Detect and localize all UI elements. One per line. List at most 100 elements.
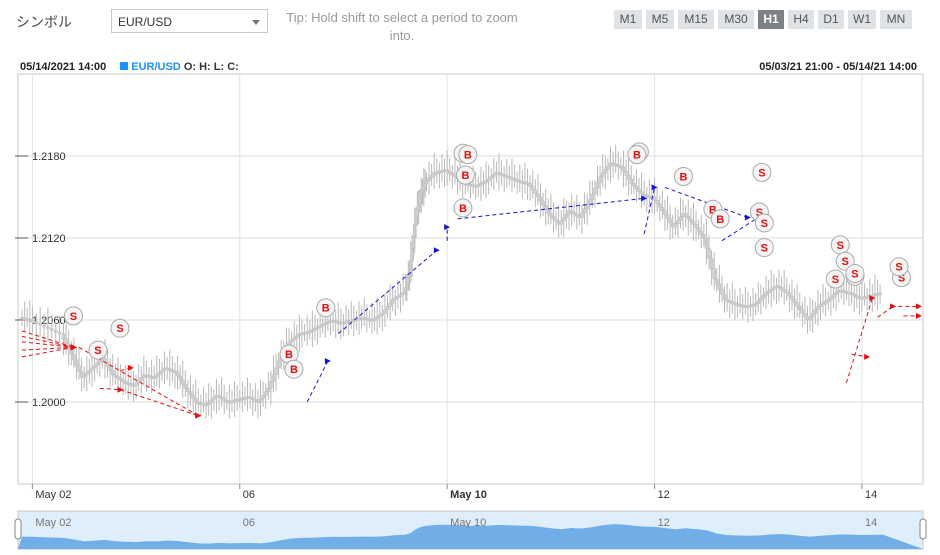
navigator-handle-right[interactable] — [919, 518, 927, 540]
candle — [753, 303, 758, 306]
buy-marker: B — [458, 145, 478, 165]
candle — [484, 180, 488, 183]
buy-trade-line-arrow — [444, 224, 451, 231]
candle — [702, 234, 706, 239]
timeframe-m5[interactable]: M5 — [646, 10, 674, 29]
candle — [219, 396, 224, 400]
marker-label: B — [285, 349, 293, 361]
marker-label: S — [70, 311, 77, 323]
candle — [551, 215, 556, 220]
candle — [678, 216, 683, 221]
y-tick-label: 1.2060 — [32, 315, 66, 327]
marker-circle — [889, 257, 909, 277]
x-tick-label: May 10 — [450, 489, 487, 501]
candle — [401, 292, 405, 295]
sell-trade-line-arrow — [916, 312, 922, 319]
candle — [295, 335, 299, 339]
timeframe-w1[interactable]: W1 — [848, 10, 876, 29]
candle — [57, 331, 62, 335]
sell-trade-line-arrow — [890, 303, 897, 310]
candle — [250, 397, 255, 401]
candle — [536, 193, 540, 198]
candle — [816, 306, 820, 311]
sell-trade-line — [21, 346, 74, 358]
candle — [258, 398, 263, 403]
candle — [429, 174, 434, 179]
candle — [546, 209, 551, 214]
candle — [712, 268, 716, 280]
candle — [191, 394, 195, 399]
visible-range: 05/03/21 21:00 - 05/14/21 14:00 — [759, 61, 917, 73]
candle — [595, 182, 600, 189]
symbol-select[interactable]: EUR/USD — [111, 9, 268, 33]
candle — [160, 369, 164, 373]
timeframe-m15[interactable]: M15 — [678, 10, 714, 29]
navigator-area — [18, 524, 923, 549]
timeframe-m30[interactable]: M30 — [718, 10, 754, 29]
marker-label: B — [709, 204, 717, 216]
candle — [274, 367, 278, 375]
candle — [396, 295, 400, 299]
buy-trade-line — [457, 197, 645, 220]
marker-circle — [453, 198, 473, 218]
timeframe-h1[interactable]: H1 — [758, 10, 784, 29]
timeframe-d1[interactable]: D1 — [818, 10, 844, 29]
sell-marker: S — [830, 235, 850, 255]
candle — [759, 297, 763, 302]
timeframe-m1[interactable]: M1 — [614, 10, 642, 29]
candle — [831, 294, 836, 298]
sell-trade-line-arrow — [869, 295, 876, 302]
candle — [764, 292, 768, 296]
marker-label: S — [837, 240, 844, 252]
candle — [704, 237, 709, 249]
candle — [575, 213, 579, 217]
candle — [699, 230, 703, 235]
candle — [528, 183, 532, 187]
sell-marker: S — [754, 213, 774, 233]
candle — [121, 379, 125, 383]
candle — [204, 403, 208, 407]
candle — [549, 213, 553, 217]
candle — [385, 306, 390, 311]
candle — [188, 391, 193, 396]
candle — [380, 312, 385, 316]
candle — [492, 174, 496, 177]
candle — [372, 318, 377, 321]
candle — [582, 208, 587, 214]
navigator-tick-label: 12 — [658, 517, 670, 529]
navigator-handle-left[interactable] — [14, 518, 22, 540]
buy-marker: B — [453, 198, 473, 218]
candle — [318, 325, 322, 328]
candle — [155, 374, 159, 378]
timeframe-mn[interactable]: MN — [880, 10, 912, 29]
candle — [110, 370, 115, 375]
candle — [779, 287, 784, 290]
candle — [787, 292, 792, 297]
candle — [175, 371, 180, 377]
buy-marker: B — [284, 359, 304, 379]
ohlc-readout: O: H: L: C: — [183, 61, 239, 73]
candle — [61, 333, 66, 340]
sell-trade-line-arrow — [127, 364, 134, 371]
candle — [676, 219, 680, 224]
navigator-tick-label: 14 — [865, 517, 877, 529]
candle — [289, 339, 294, 343]
candle — [34, 321, 39, 324]
candle — [50, 328, 54, 331]
crosshair-info: 05/14/2021 14:00 EUR/USD O: H: L: C: — [20, 61, 239, 73]
candle — [668, 218, 672, 224]
candle — [629, 178, 633, 184]
marker-label: S — [758, 167, 765, 179]
candle — [85, 372, 89, 376]
sell-marker: S — [63, 306, 83, 326]
candle — [593, 187, 597, 195]
timeframe-h4[interactable]: H4 — [788, 10, 814, 29]
candle — [489, 176, 493, 179]
candle — [261, 394, 265, 399]
candle — [116, 376, 120, 379]
marker-label: S — [756, 207, 763, 219]
candle — [212, 397, 216, 401]
sell-trade-line — [21, 341, 74, 348]
marker-label: B — [716, 214, 724, 226]
